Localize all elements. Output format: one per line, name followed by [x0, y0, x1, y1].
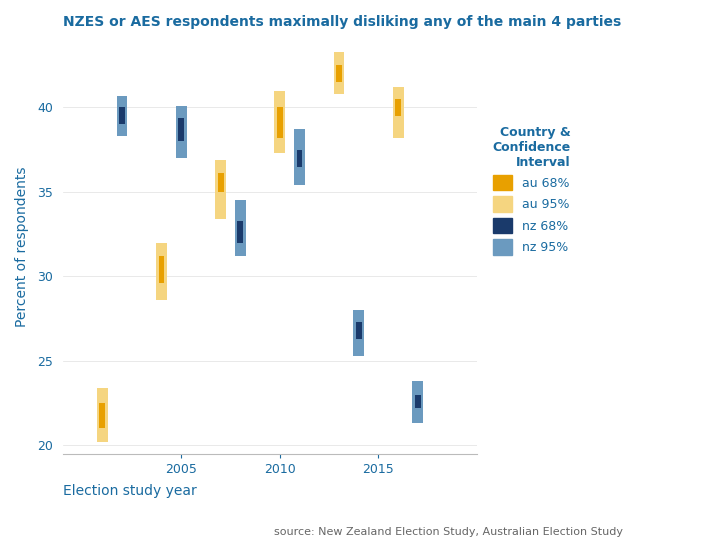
Text: NZES or AES respondents maximally disliking any of the main 4 parties: NZES or AES respondents maximally dislik… — [63, 15, 621, 29]
Bar — [97, 388, 108, 442]
Y-axis label: Percent of respondents: Percent of respondents — [15, 166, 29, 327]
Bar — [238, 220, 243, 242]
Bar — [294, 130, 305, 185]
Bar — [412, 381, 423, 423]
X-axis label: Election study year: Election study year — [63, 484, 196, 498]
Bar — [395, 99, 401, 116]
Bar — [119, 107, 125, 124]
Bar — [297, 150, 303, 166]
Bar — [235, 200, 245, 256]
Bar — [178, 118, 184, 141]
Bar — [156, 242, 167, 300]
Bar — [175, 106, 187, 158]
Legend: au 68%, au 95%, nz 68%, nz 95%: au 68%, au 95%, nz 68%, nz 95% — [487, 120, 575, 260]
Bar — [415, 395, 421, 408]
Bar — [215, 160, 226, 219]
Bar — [336, 65, 342, 82]
Bar — [117, 96, 128, 136]
Bar — [393, 87, 404, 138]
Bar — [217, 173, 224, 192]
Bar — [277, 107, 283, 138]
Bar — [356, 322, 362, 339]
Bar — [353, 310, 364, 356]
Bar — [334, 52, 344, 94]
Bar — [159, 256, 165, 283]
Bar — [274, 91, 285, 153]
Text: source: New Zealand Election Study, Australian Election Study: source: New Zealand Election Study, Aust… — [274, 526, 623, 537]
Bar — [100, 403, 105, 428]
